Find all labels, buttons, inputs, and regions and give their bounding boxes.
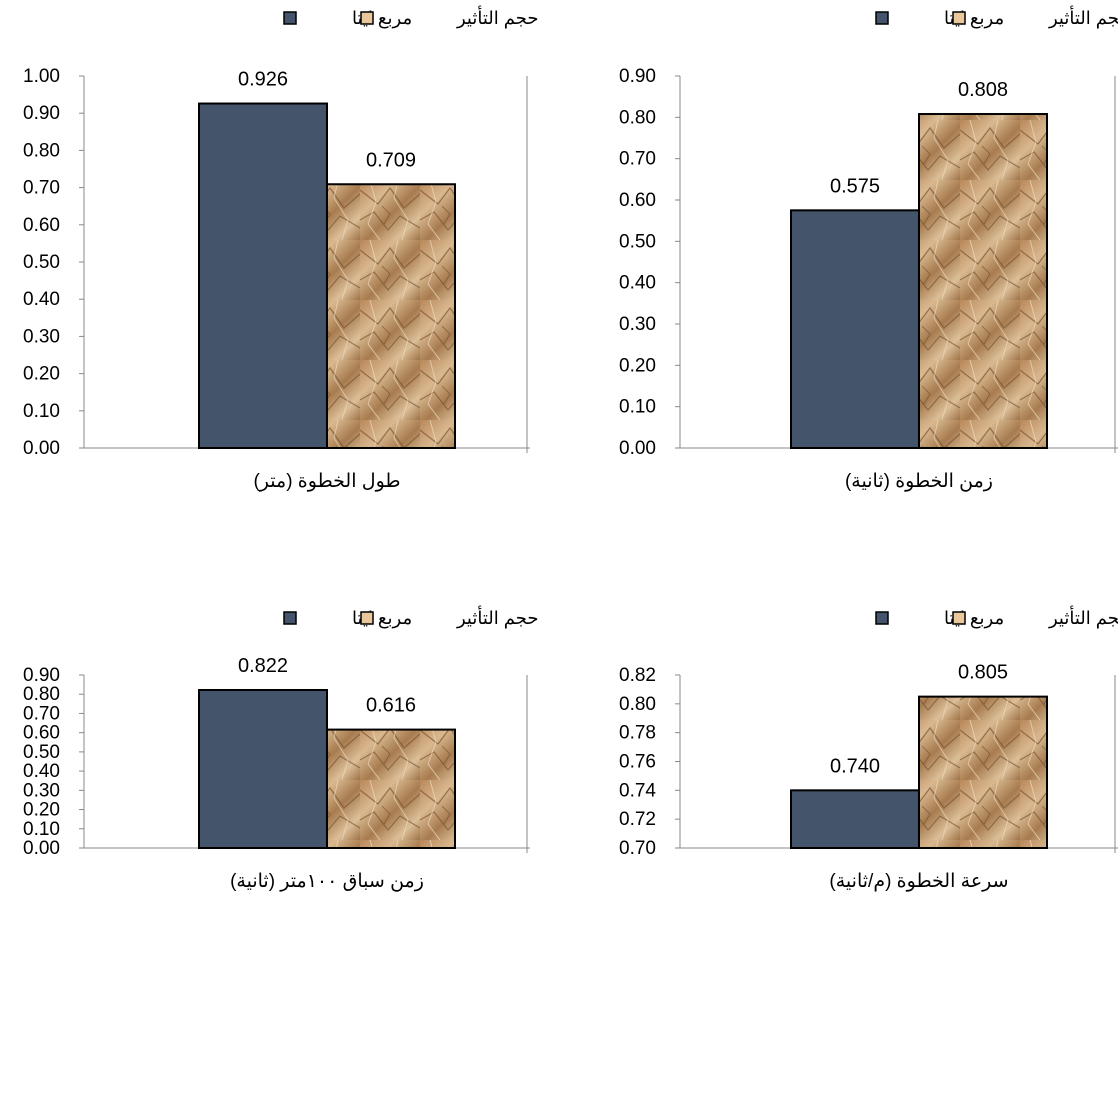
y-tick-label: 0.20	[619, 355, 656, 376]
y-tick-label: 0.90	[23, 665, 60, 686]
y-tick-label: 0.80	[23, 140, 60, 161]
y-tick-label: 0.72	[619, 809, 656, 830]
data-label: 0.808	[958, 79, 1008, 101]
y-tick-label: 0.70	[619, 838, 656, 859]
y-tick-label: 0.00	[23, 438, 60, 459]
legend-swatch-effect-size	[952, 11, 966, 25]
y-tick-label: 0.80	[619, 107, 656, 128]
bar-effect-size	[918, 113, 1048, 449]
data-label: 0.709	[366, 149, 416, 171]
category-label: سرعة الخطوة (م/ثانية)	[829, 871, 1008, 892]
y-tick-label: 0.60	[23, 723, 60, 744]
y-tick-label: 0.30	[23, 780, 60, 801]
y-tick-label: 0.70	[23, 178, 60, 199]
data-label: 0.822	[238, 655, 288, 677]
y-tick-label: 0.00	[619, 438, 656, 459]
y-tick-label: 0.10	[23, 819, 60, 840]
data-label: 0.805	[958, 662, 1008, 684]
y-tick-label: 0.40	[23, 289, 60, 310]
legend-swatch-effect-size	[360, 611, 374, 625]
y-tick-label: 0.50	[23, 742, 60, 763]
y-tick-label: 0.90	[23, 103, 60, 124]
y-tick-label: 0.90	[619, 66, 656, 87]
legend-label-effect-size: حجم التأثير	[1048, 605, 1118, 629]
y-tick-label: 0.00	[23, 838, 60, 859]
category-label: زمن سباق ١٠٠متر (ثانية)	[230, 871, 424, 892]
legend-label-effect-size: حجم التأثير	[456, 5, 539, 29]
legend-swatch-effect-size	[952, 611, 966, 625]
y-tick-label: 0.74	[619, 780, 656, 801]
y-tick-label: 0.78	[619, 723, 656, 744]
y-tick-label: 0.80	[23, 684, 60, 705]
chart-4: 0.70 0.72 0.74 0.76 0.78 0.80 0.82 0.740 0.805 سر…	[619, 605, 1118, 892]
legend-swatch-eta-squared	[875, 11, 889, 25]
chart-2: 0.00 0.10 0.20 0.30 0.40 0.50 0.60 0.70 0.80 0.90…	[619, 5, 1118, 492]
y-tick-label: 0.70	[23, 703, 60, 724]
y-tick-label: 0.30	[619, 314, 656, 335]
category-label: طول الخطوة (متر)	[253, 471, 400, 492]
chart-1: 0.00 0.10 0.20 0.30 0.40 0.50 0.60 0.70 0.80 0.90…	[23, 5, 539, 492]
y-tick-label: 0.60	[23, 215, 60, 236]
y-tick-label: 0.50	[23, 252, 60, 273]
legend-label-effect-size: حجم التأثير	[456, 605, 539, 629]
y-tick-label: 0.80	[619, 694, 656, 715]
bar-eta-squared	[790, 789, 920, 849]
y-tick-label: 0.10	[619, 397, 656, 418]
y-tick-label: 0.70	[619, 149, 656, 170]
y-tick-label: 0.76	[619, 752, 656, 773]
y-tick-label: 1.00	[23, 66, 60, 87]
y-tick-label: 0.82	[619, 665, 656, 686]
bar-eta-squared	[198, 688, 328, 850]
data-label: 0.616	[366, 695, 416, 717]
data-label: 0.926	[238, 69, 288, 91]
y-tick-label: 0.20	[23, 364, 60, 385]
bar-effect-size	[918, 695, 1048, 849]
legend-swatch-eta-squared	[283, 611, 297, 625]
legend-label-effect-size: حجم التأثير	[1048, 5, 1118, 29]
y-tick-label: 0.60	[619, 190, 656, 211]
legend-swatch-eta-squared	[283, 11, 297, 25]
y-tick-label: 0.40	[619, 273, 656, 294]
chart-3: 0.000.100.200.300.400.500.600.700.800.90…	[23, 605, 539, 892]
bar-eta-squared	[198, 102, 328, 449]
y-tick-label: 0.10	[23, 401, 60, 422]
category-label: زمن الخطوة (ثانية)	[845, 471, 993, 492]
y-tick-label: 0.30	[23, 326, 60, 347]
bar-effect-size	[326, 728, 456, 850]
bar-eta-squared	[790, 209, 920, 449]
data-label: 0.740	[830, 755, 880, 777]
bar-effect-size	[326, 183, 456, 449]
y-tick-label: 0.20	[23, 800, 60, 821]
legend-swatch-eta-squared	[875, 611, 889, 625]
data-label: 0.575	[830, 175, 880, 197]
legend-swatch-effect-size	[360, 11, 374, 25]
y-tick-label: 0.40	[23, 761, 60, 782]
y-tick-label: 0.50	[619, 231, 656, 252]
